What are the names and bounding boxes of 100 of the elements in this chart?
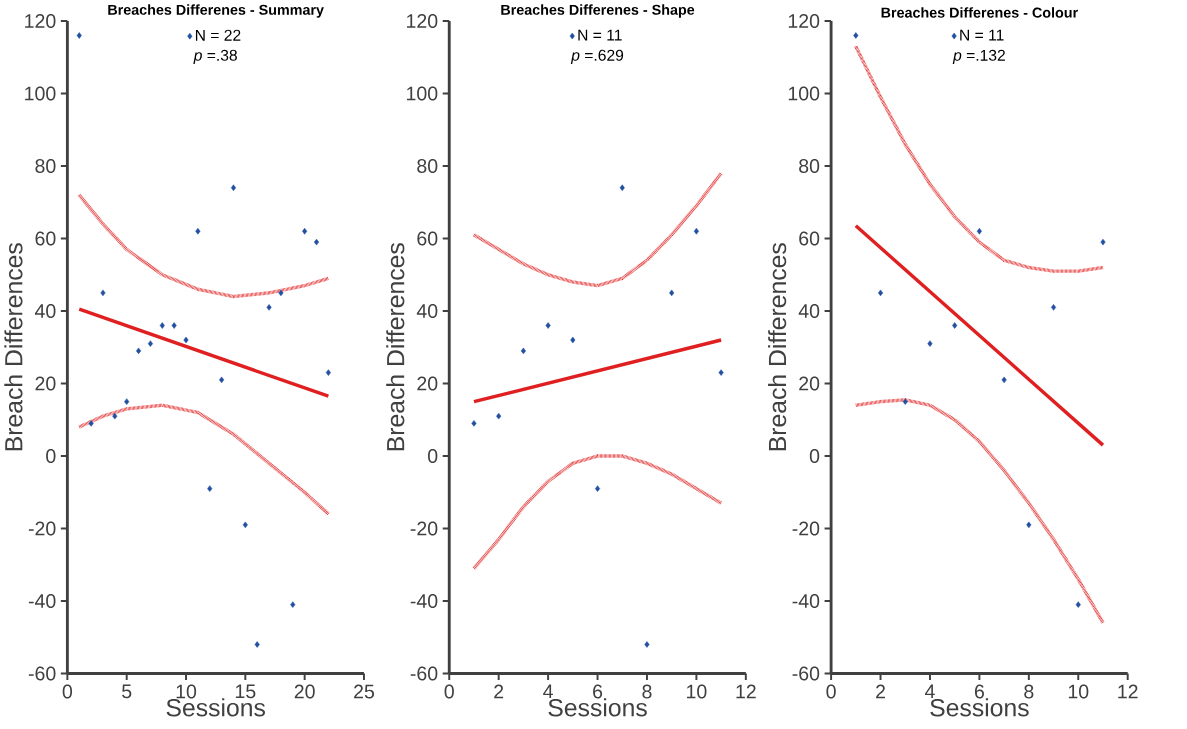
legend-label: N = 22 (195, 29, 241, 41)
point (718, 369, 724, 376)
point (595, 485, 601, 492)
y-axis-title: Breach Differences (4, 243, 23, 451)
y-axis-title: Breach Differences (386, 243, 405, 451)
y-tick-label: 0 (428, 449, 438, 463)
point (1026, 521, 1032, 529)
y-tick-label: 60 (35, 231, 56, 246)
point (570, 336, 576, 344)
point (496, 412, 502, 420)
line-series (854, 44, 1105, 273)
point (219, 376, 225, 384)
point (207, 485, 213, 492)
y-tick-label: -20 (410, 521, 438, 536)
y-tick-label: -60 (792, 666, 820, 681)
y-tick-label: -20 (792, 521, 820, 536)
y-tick-label: -20 (28, 521, 56, 536)
y-tick-label: 20 (799, 376, 820, 391)
y-tick-label: 40 (798, 304, 820, 318)
x-tick-label: 2 (876, 684, 885, 699)
y-tick-label: -40 (410, 594, 438, 608)
x-tick-label: 5 (122, 684, 132, 699)
y-tick-label: -40 (792, 594, 820, 608)
x-axis-title: Sessions (166, 698, 265, 717)
point (254, 641, 260, 648)
point (669, 289, 675, 297)
x-tick-label: 4 (543, 684, 553, 699)
y-tick-label: 60 (417, 231, 438, 246)
point (278, 289, 284, 297)
point (927, 340, 933, 347)
point (619, 184, 625, 191)
y-tick-label: -60 (28, 666, 56, 681)
legend-label: N = 11 (578, 29, 622, 41)
x-axis-title: Sessions (548, 698, 647, 717)
point (902, 398, 908, 405)
y-tick-label: 120 (407, 14, 438, 28)
y-tick-label: 80 (35, 159, 56, 173)
y-tick-label: 20 (35, 376, 56, 391)
x-tick-label: 10 (1068, 684, 1089, 699)
y-tick-label: 100 (788, 86, 820, 101)
x-tick-label: 0 (826, 684, 836, 699)
line-series (854, 398, 1105, 625)
chart-title: Breaches Differenes - Summary (108, 4, 324, 18)
point (112, 412, 118, 420)
point (952, 322, 958, 329)
y-axis-title: Breach Differences (768, 243, 787, 451)
point (242, 521, 248, 529)
x-tick-label: 0 (444, 684, 454, 699)
y-tick-label: 0 (809, 449, 820, 463)
point (302, 227, 308, 235)
x-tick-label: 12 (1118, 684, 1138, 699)
y-tick-label: 60 (799, 231, 820, 246)
x-tick-label: 6 (974, 684, 984, 699)
line-series (472, 171, 723, 288)
x-tick-label: 20 (294, 684, 315, 699)
point (88, 420, 94, 427)
point (266, 304, 272, 311)
annotation: p =.132 (952, 49, 1005, 64)
point (136, 347, 142, 355)
x-tick-label: 25 (354, 684, 375, 699)
legend-label: N = 11 (960, 29, 1004, 41)
x-tick-label: 12 (736, 684, 756, 699)
y-tick-label: 20 (417, 376, 438, 391)
point (314, 238, 320, 246)
point (520, 347, 526, 355)
y-tick-label: 0 (46, 449, 56, 463)
y-tick-label: 80 (417, 159, 438, 173)
y-tick-label: 100 (25, 86, 56, 101)
x-tick-label: 0 (62, 684, 73, 699)
x-tick-label: 4 (924, 684, 935, 699)
point (545, 322, 551, 329)
chart-title: Breaches Differenes - Colour (881, 7, 1078, 18)
point (230, 184, 236, 191)
x-tick-label: 10 (687, 684, 707, 699)
x-tick-label: 8 (642, 684, 652, 699)
point (290, 601, 296, 608)
x-tick-label: 6 (593, 684, 603, 699)
line-series (77, 193, 331, 299)
point (159, 322, 165, 329)
point (878, 289, 884, 297)
point (325, 369, 331, 376)
chart-title: Breaches Differenes - Shape (501, 4, 695, 18)
x-axis-title: Sessions (930, 698, 1029, 717)
x-tick-label: 8 (1024, 684, 1034, 699)
point (644, 641, 650, 648)
point (693, 227, 699, 235)
y-tick-label: -40 (28, 594, 56, 608)
point (195, 227, 201, 235)
point (171, 322, 177, 329)
y-tick-label: 40 (34, 304, 56, 318)
point (1100, 238, 1106, 246)
point (147, 340, 153, 347)
annotation: p =.629 (570, 49, 624, 64)
x-tick-label: 15 (235, 684, 256, 699)
point (1075, 601, 1081, 608)
y-tick-label: 40 (416, 304, 438, 318)
y-tick-label: -60 (410, 666, 438, 681)
point (100, 289, 106, 297)
x-tick-label: 10 (176, 684, 197, 699)
point (76, 32, 82, 39)
